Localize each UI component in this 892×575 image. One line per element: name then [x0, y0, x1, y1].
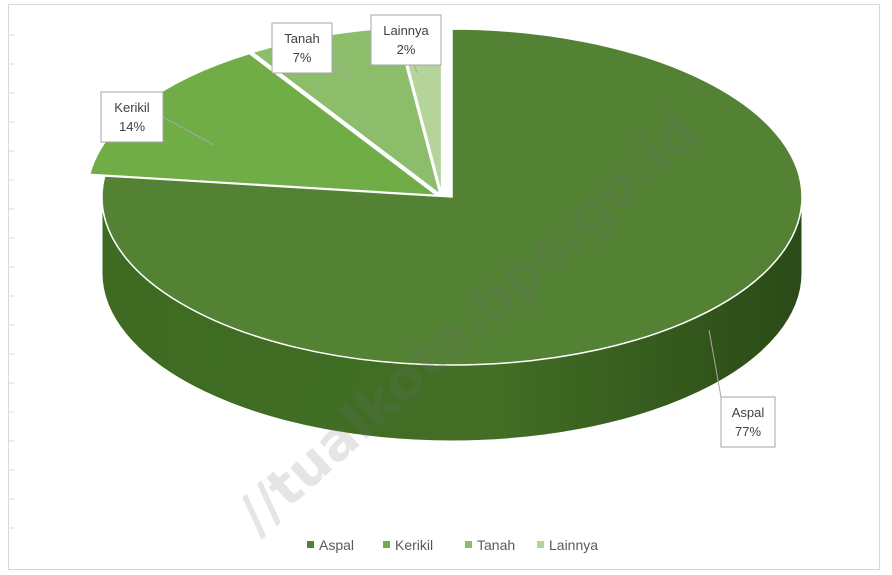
- leader-line: [413, 64, 418, 74]
- data-label-text: Kerikil: [114, 100, 150, 115]
- chart-edge-ticks: [9, 34, 14, 529]
- data-label-text: Lainnya: [383, 23, 429, 38]
- data-label-text: Aspal: [732, 405, 765, 420]
- legend-swatch: [537, 541, 544, 548]
- data-label-tanah: Tanah 7%: [271, 22, 333, 74]
- leader-lines: [162, 54, 722, 398]
- legend-item-kerikil: Kerikil: [383, 537, 433, 553]
- data-label-text: 14%: [119, 119, 145, 134]
- legend-swatch: [383, 541, 390, 548]
- slice-aspal: [101, 28, 803, 366]
- data-label-text: 77%: [735, 424, 761, 439]
- data-labels: Aspal 77% Kerikil 14% Tanah 7% Lainnya 2%: [100, 14, 776, 448]
- legend-label: Tanah: [477, 537, 515, 553]
- legend-item-aspal: Aspal: [307, 537, 354, 553]
- data-label-text: 2%: [397, 42, 416, 57]
- chart-area: Aspal 77% Kerikil 14% Tanah 7% Lainnya 2% Aspal…: [8, 4, 880, 570]
- legend-item-tanah: Tanah: [465, 537, 515, 553]
- data-label-lainnya: Lainnya 2%: [370, 14, 442, 66]
- legend-item-lainnya: Lainnya: [537, 537, 598, 553]
- legend-label: Lainnya: [549, 537, 598, 553]
- data-label-text: 7%: [293, 50, 312, 65]
- legend-swatch: [307, 541, 314, 548]
- data-label-text: Tanah: [284, 31, 319, 46]
- data-label-aspal: Aspal 77%: [720, 396, 776, 448]
- leader-line: [708, 329, 722, 398]
- legend: Aspal Kerikil Tanah Lainnya: [307, 537, 598, 553]
- legend-label: Kerikil: [395, 537, 433, 553]
- legend-label: Aspal: [319, 537, 354, 553]
- data-label-kerikil: Kerikil 14%: [100, 91, 164, 143]
- leader-line: [162, 116, 215, 146]
- legend-swatch: [465, 541, 472, 548]
- leader-line: [331, 54, 350, 78]
- pie-chart: Aspal 77% Kerikil 14% Tanah 7% Lainnya 2% Aspal…: [9, 14, 803, 553]
